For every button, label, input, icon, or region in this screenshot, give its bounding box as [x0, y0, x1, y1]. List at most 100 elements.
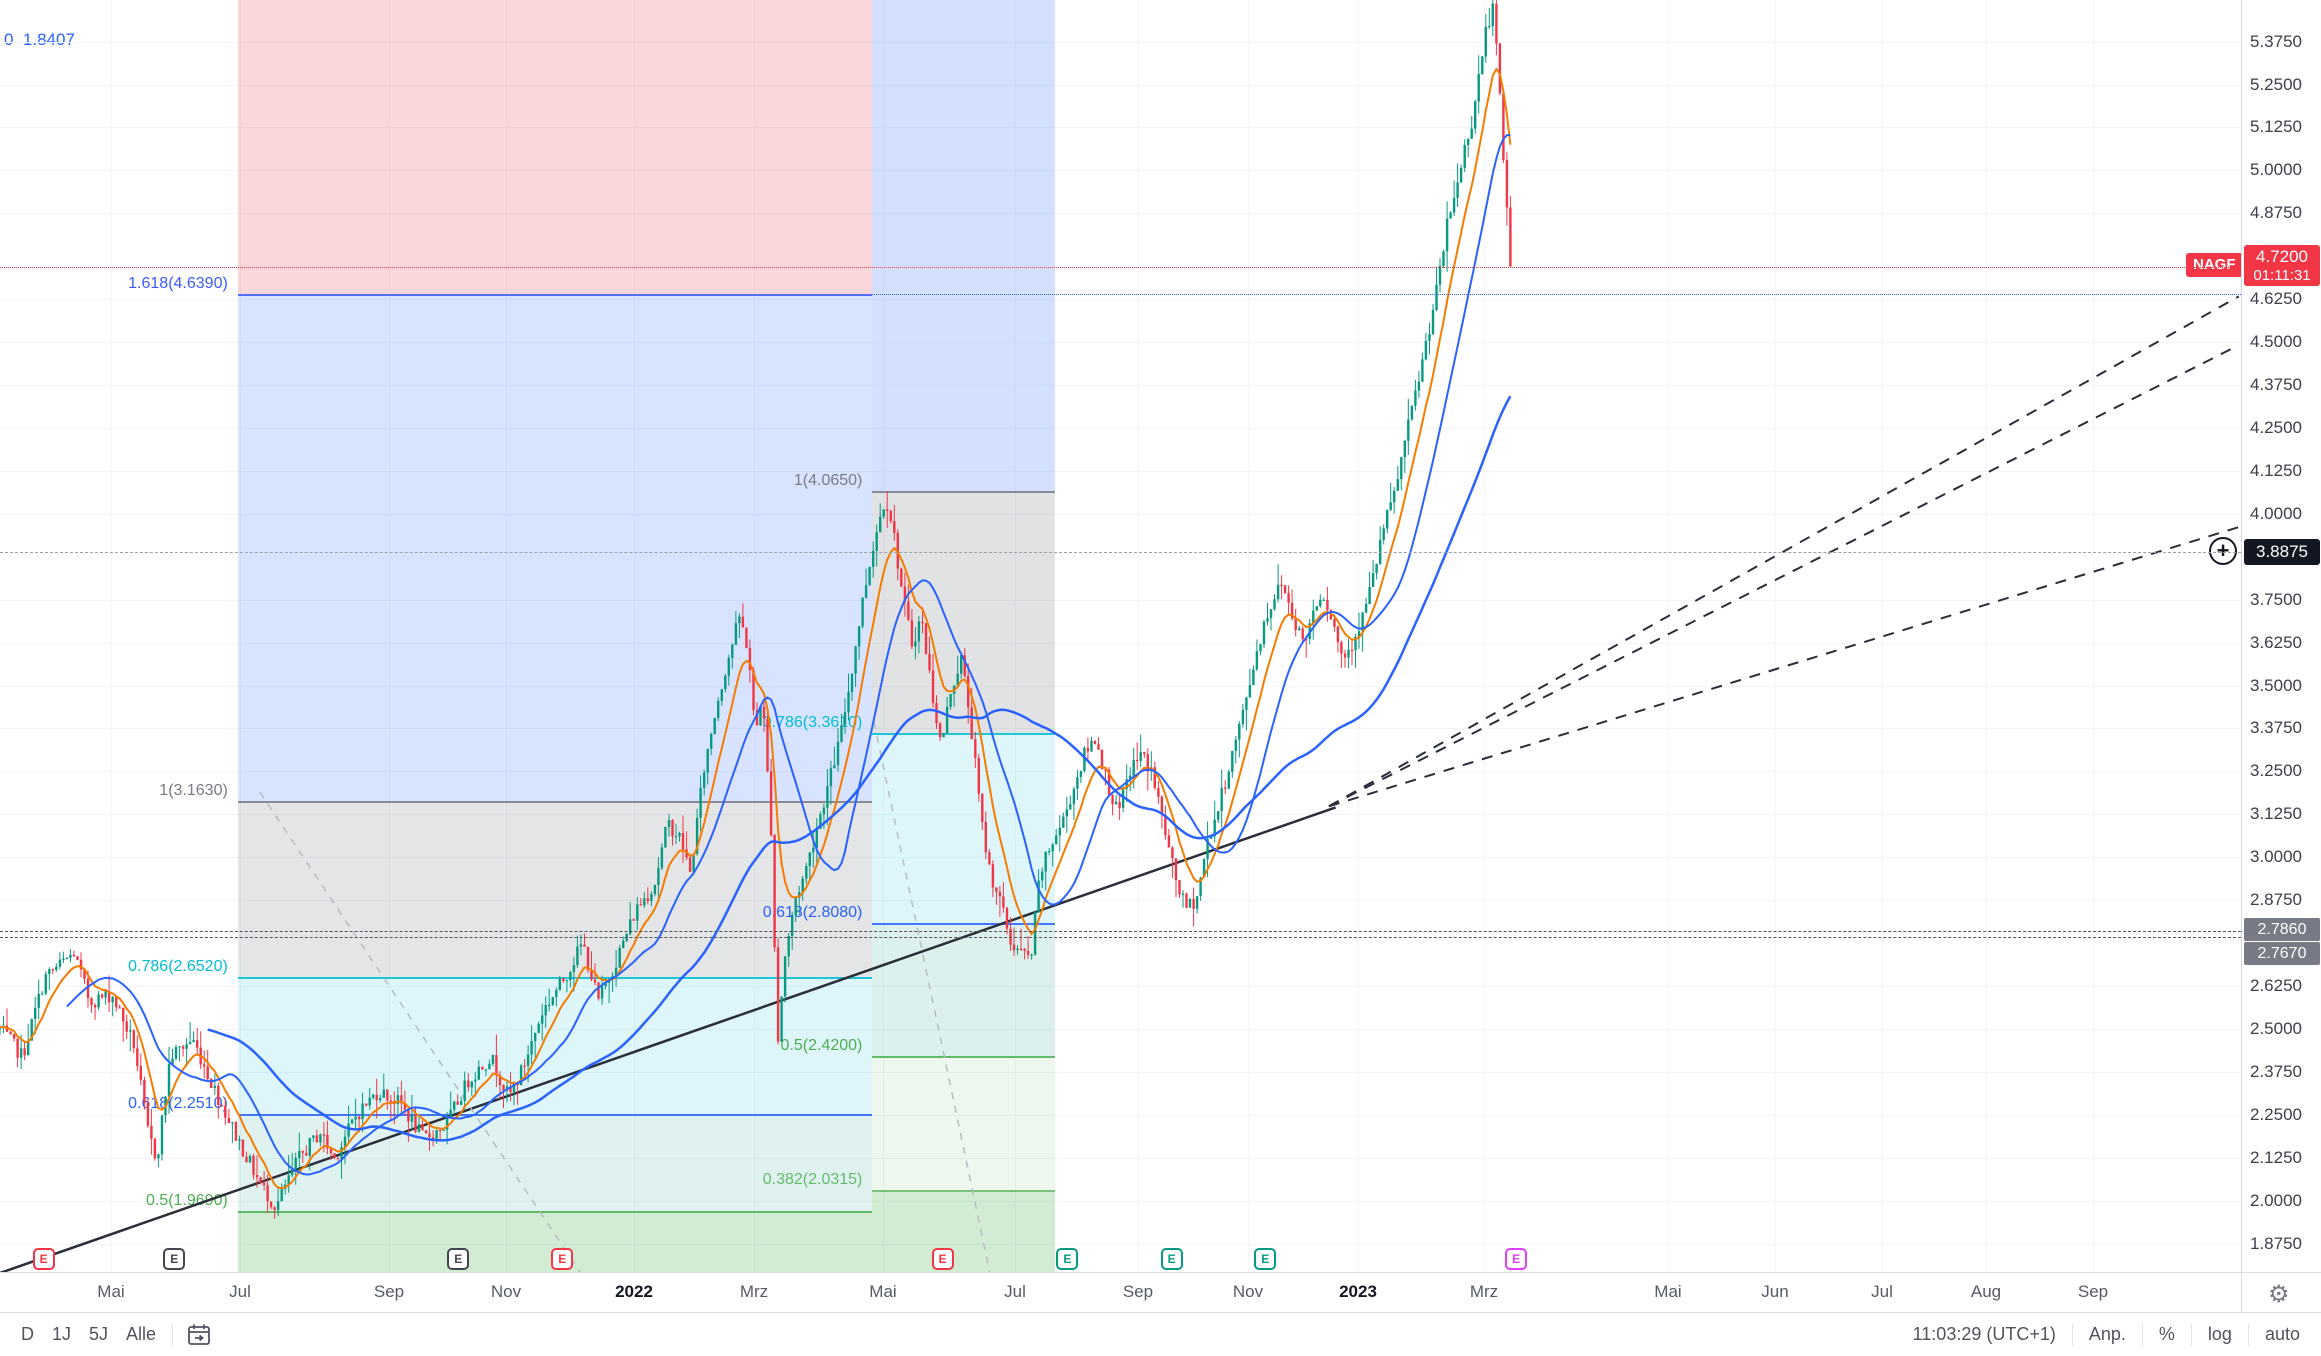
time-gridline: [240, 0, 241, 1272]
time-gridline: [1015, 0, 1016, 1272]
fib-level-label: 0.618(2.8080): [762, 904, 863, 922]
time-axis-label: Sep: [1122, 1282, 1154, 1301]
price-gridline: [0, 342, 2241, 343]
projection-upper[interactable]: [1328, 295, 2240, 808]
time-gridline: [883, 0, 884, 1272]
auto-fit-button[interactable]: Anp.: [2088, 1324, 2126, 1344]
fib-level-label: 0.786(3.3610): [762, 714, 863, 732]
earnings-marker[interactable]: E: [447, 1248, 470, 1270]
toolbar-left-group: D 1J 5J Alle: [12, 1320, 218, 1350]
timeframe-button-1j[interactable]: 1J: [52, 1324, 72, 1344]
price-axis[interactable]: 5.3750 5.2500 5.1250 5.0000 4.8750 4.6250 4.50…: [2241, 0, 2321, 1312]
fib-level-line[interactable]: [237, 976, 873, 979]
time-gridline: [1248, 0, 1249, 1272]
earnings-marker[interactable]: E: [931, 1248, 954, 1270]
fib-level-label: 1(4.0650): [793, 472, 863, 490]
percent-scale-button[interactable]: %: [2158, 1324, 2175, 1344]
price-gridline: [0, 685, 2241, 687]
earnings-marker[interactable]: E: [1160, 1248, 1183, 1270]
price-gridline: [0, 299, 2241, 301]
price-line-fib-1618-extension: [872, 294, 2241, 296]
fib-zone-band: [237, 1114, 873, 1212]
earnings-marker[interactable]: E: [1056, 1248, 1079, 1270]
earnings-marker[interactable]: E: [32, 1248, 55, 1270]
projection-middle[interactable]: [1328, 344, 2240, 808]
price-axis-label: 4.6250: [2250, 289, 2302, 309]
toolbar-divider: [2190, 1323, 2192, 1346]
fib2-connector[interactable]: [873, 722, 991, 1272]
add-alert-plus-button[interactable]: +: [2209, 537, 2237, 565]
price-axis-label: 5.1250: [2250, 117, 2302, 137]
price-axis-label: 4.0000: [2250, 503, 2302, 523]
price-axis-label: 3.0000: [2250, 847, 2302, 867]
price-axis-label: 2.5000: [2250, 1018, 2302, 1038]
ma-orange[interactable]: [0, 67, 1512, 1190]
fib-level-label: 1(3.1630): [159, 782, 228, 800]
current-price-value: 4.7200: [2256, 247, 2308, 266]
fib-level-line[interactable]: [237, 801, 873, 804]
fib-level-line[interactable]: [872, 1056, 1055, 1059]
fib-zone-band: [872, 0, 1055, 492]
fib-level-line[interactable]: [872, 1189, 1055, 1192]
go-to-date-button[interactable]: [180, 1320, 218, 1350]
fib-level-line[interactable]: [237, 1114, 873, 1117]
time-gridline: [111, 0, 112, 1272]
fib-level-line[interactable]: [872, 923, 1055, 926]
time-gridline: [1138, 0, 1139, 1272]
timeframe-button-d[interactable]: D: [21, 1324, 34, 1344]
time-gridline: [1882, 0, 1883, 1272]
price-gridline: [0, 1071, 2241, 1073]
calendar-icon: [188, 1324, 210, 1345]
price-gridline: [0, 84, 2241, 86]
price-gridline: [0, 513, 2241, 515]
fib-zone-band: [237, 294, 873, 802]
chart-pane[interactable]: 0 1.8407 NAGF + 1.618(4.6390) 1(3.1630) 0.…: [0, 0, 2241, 1272]
time-gridline: [1668, 0, 1669, 1272]
price-axis-label: 3.5000: [2250, 675, 2302, 695]
price-line-crosshair-horizontal: [0, 552, 2241, 554]
fib-level-label: 0.786(2.6520): [128, 957, 228, 975]
session-countdown: 01:11:31: [2253, 267, 2311, 284]
time-axis-label: Mai: [1654, 1282, 1682, 1301]
ma-blue-fast[interactable]: [66, 134, 1511, 1176]
earnings-marker[interactable]: E: [551, 1248, 574, 1270]
earnings-marker[interactable]: E: [1505, 1248, 1528, 1270]
price-axis-label: 2.6250: [2250, 975, 2302, 995]
price-gridline: [0, 427, 2241, 429]
fib-level-line[interactable]: [872, 733, 1055, 736]
price-gridline: [0, 470, 2241, 472]
fib1-connector[interactable]: [259, 791, 583, 1272]
axis-settings-gear-icon[interactable]: ⚙: [2268, 1280, 2290, 1308]
fib-level-line[interactable]: [237, 294, 873, 297]
time-gridline: [1484, 0, 1485, 1272]
chart-canvas[interactable]: [0, 0, 2241, 1272]
time-axis-label: Mrz: [1469, 1282, 1499, 1301]
time-axis[interactable]: Mai Jul Sep Nov 2022 Mrz Mai Jul Sep Nov 2023 Mrz Ma…: [0, 1272, 2321, 1313]
projection-lower[interactable]: [1328, 526, 2240, 808]
price-gridline: [0, 41, 2241, 43]
fib-zone-band: [872, 491, 1055, 734]
toolbar-right-group: 11:03:29 (UTC+1) Anp.% log auto: [1904, 1321, 2309, 1348]
timeframe-button-alle[interactable]: Alle: [126, 1324, 157, 1344]
crosshair-price-badge: 3.8875: [2244, 539, 2320, 565]
toolbar-divider: [172, 1323, 174, 1346]
price-gridline: [0, 728, 2241, 730]
bottom-toolbar: D 1J 5J Alle 11:03:29 (UTC+1) Anp.% log auto: [0, 1312, 2321, 1356]
price-axis-label: 3.7500: [2250, 589, 2302, 609]
earnings-marker[interactable]: E: [1254, 1248, 1277, 1270]
fib-level-line[interactable]: [237, 1211, 873, 1214]
log-scale-button[interactable]: log: [2207, 1324, 2232, 1344]
auto-scale-button[interactable]: auto: [2264, 1324, 2300, 1344]
symbol-price-tag: NAGF: [2186, 253, 2241, 277]
price-axis-label: 2.0000: [2250, 1190, 2302, 1210]
clock-display[interactable]: 11:03:29 (UTC+1): [1912, 1324, 2056, 1344]
earnings-marker[interactable]: E: [163, 1248, 186, 1270]
timeframe-button-5j[interactable]: 5J: [89, 1324, 109, 1344]
fib-level-line[interactable]: [872, 491, 1055, 494]
fib-zone-band: [872, 1189, 1055, 1272]
fib-level-label: 1.618(4.6390): [128, 275, 228, 293]
fib-level-label: 0.382(2.0315): [762, 1170, 863, 1188]
main-trendline[interactable]: [0, 806, 1337, 1272]
ma-blue-slow[interactable]: [207, 395, 1512, 1142]
fib-zero-partial-label: 0 1.8407: [4, 30, 75, 49]
